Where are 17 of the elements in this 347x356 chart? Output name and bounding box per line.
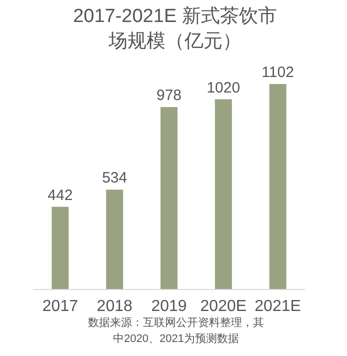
x-tick-label: 2020E bbox=[200, 298, 247, 315]
x-tick-label: 2017 bbox=[42, 298, 78, 315]
data-label: 978 bbox=[156, 87, 182, 104]
chart-title: 2017-2021E 新式茶饮市场规模（亿元） bbox=[72, 5, 278, 54]
x-tick-label: 2019 bbox=[151, 298, 187, 315]
bar bbox=[269, 84, 286, 289]
data-label: 1102 bbox=[262, 64, 294, 81]
data-label: 442 bbox=[48, 186, 73, 204]
data-label: 1020 bbox=[206, 79, 240, 96]
data-label: 534 bbox=[102, 170, 128, 187]
bar bbox=[214, 99, 232, 289]
bar bbox=[106, 190, 124, 289]
bar bbox=[52, 206, 69, 289]
bar bbox=[160, 107, 178, 289]
source-note: 数据来源：互联网公开资料整理，其中2020、2021为预测数据 bbox=[87, 316, 265, 347]
x-tick-label: 2018 bbox=[96, 298, 132, 315]
x-tick-label: 2021E bbox=[254, 298, 301, 315]
